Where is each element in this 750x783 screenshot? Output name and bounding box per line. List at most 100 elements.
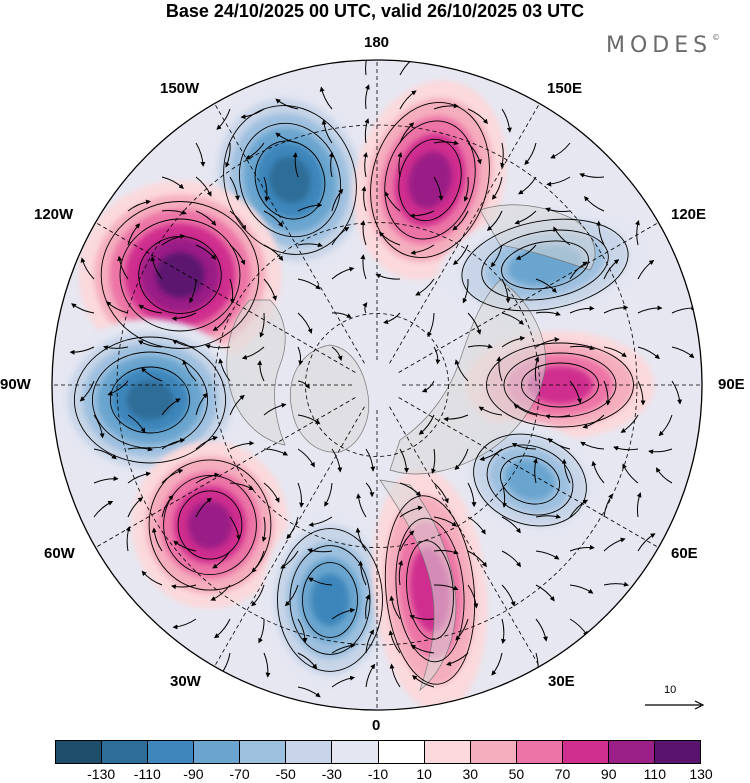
wind-arrow [229,210,246,231]
wind-arrow [212,312,231,331]
latitude-circle [214,222,540,548]
wind-arrow [358,560,367,586]
contour-ring [384,120,476,240]
wind-arrow [569,380,582,404]
wind-arrow [467,142,482,165]
colorbar-swatch [56,741,103,763]
wind-arrow [127,414,146,434]
wind-arrow [433,584,459,591]
wind-arrow [195,435,218,450]
lon-label-60w: 60W [44,545,75,562]
wind-arrow [462,278,469,304]
wind-arrow [292,152,299,178]
wind-arrow [397,152,403,178]
wind-arrow [127,199,151,212]
lon-label-0: 0 [372,717,381,734]
wind-arrow [195,142,206,167]
wind-arrow [308,577,333,586]
wind-arrow [500,142,505,168]
wind-arrow [433,103,459,110]
contour-ring [461,218,629,312]
wind-arrow [195,244,217,260]
wind-arrow [658,414,673,437]
wind-arrow [195,497,213,518]
wind-arrow [613,446,639,451]
wind-arrow [360,254,367,280]
wind-arrow [603,380,611,406]
wind-arrow [671,380,683,405]
wind-arrow [433,549,459,555]
wind-arrow [603,581,629,587]
wind-arrow [365,60,370,76]
wind-arrow [569,261,588,280]
wind-arrow [415,278,435,296]
wind-arrow [71,303,95,314]
wind-arrow [171,312,197,322]
contour-ring [302,562,358,638]
wind-arrow [356,493,367,518]
contour-ring [100,201,260,349]
wind-arrow [637,305,663,314]
wind-arrow [189,278,197,304]
wind-arrow [263,176,270,202]
wind-arrow [591,460,605,484]
colorbar-swatch [424,741,471,763]
wind-arrow [365,448,376,472]
wind-arrow [263,244,284,262]
lon-label-60e: 60E [671,545,698,562]
wind-arrow [467,108,488,125]
meridian-line [389,103,540,364]
wind-arrow [308,516,333,528]
wind-arrow [258,618,265,644]
colorbar-tick-label: 30 [462,766,479,782]
wind-arrow [151,527,163,552]
wind-arrow [307,548,333,554]
colorbar-tick-label: -110 [133,766,161,782]
wind-arrow [467,584,479,609]
wind-arrow [297,482,305,508]
wind-arrow [263,278,277,301]
lon-label-30e: 30E [548,673,575,690]
wind-arrow [433,482,449,504]
wind-arrow [161,398,181,416]
wind-arrow [172,618,197,630]
wind-arrow [410,244,435,256]
wind-arrow [622,463,639,484]
wind-arrow [93,476,119,484]
wind-arrow [229,516,241,541]
wind-arrow [280,550,299,569]
wind-arrow [454,359,469,382]
wind-arrow [261,516,267,542]
wind-arrow [229,176,240,201]
wind-arrow [297,278,321,290]
wind-arrow [455,618,469,641]
wind-arrow [467,482,477,508]
wind-arrow [389,663,401,688]
wind-arrow [501,482,508,508]
wind-arrow [467,550,487,568]
wind-arrow [389,595,401,620]
wind-arrow [454,448,469,470]
colorbar [55,740,701,764]
wind-arrow [195,210,217,226]
wind-arrow [213,618,231,639]
wind-arrow [467,343,493,349]
wind-arrow [172,339,197,348]
wind-arrow [297,686,321,698]
wind-arrow [263,402,287,416]
polar-map [51,59,703,711]
contour-ring [119,218,241,332]
wind-arrow [364,84,370,110]
wind-arrow [284,584,299,607]
wind-arrow [384,191,401,212]
contour-ring [73,336,227,464]
wind-arrow [569,499,589,518]
wind-arrow [331,188,344,212]
wind-arrow [501,312,524,325]
wind-arrow [229,278,236,304]
colorbar-tick-label: -30 [321,766,342,782]
wind-arrow [534,356,540,382]
contour-ring [481,229,609,301]
colorbar-tick-label: 10 [416,766,432,782]
wind-arrow [297,242,323,248]
